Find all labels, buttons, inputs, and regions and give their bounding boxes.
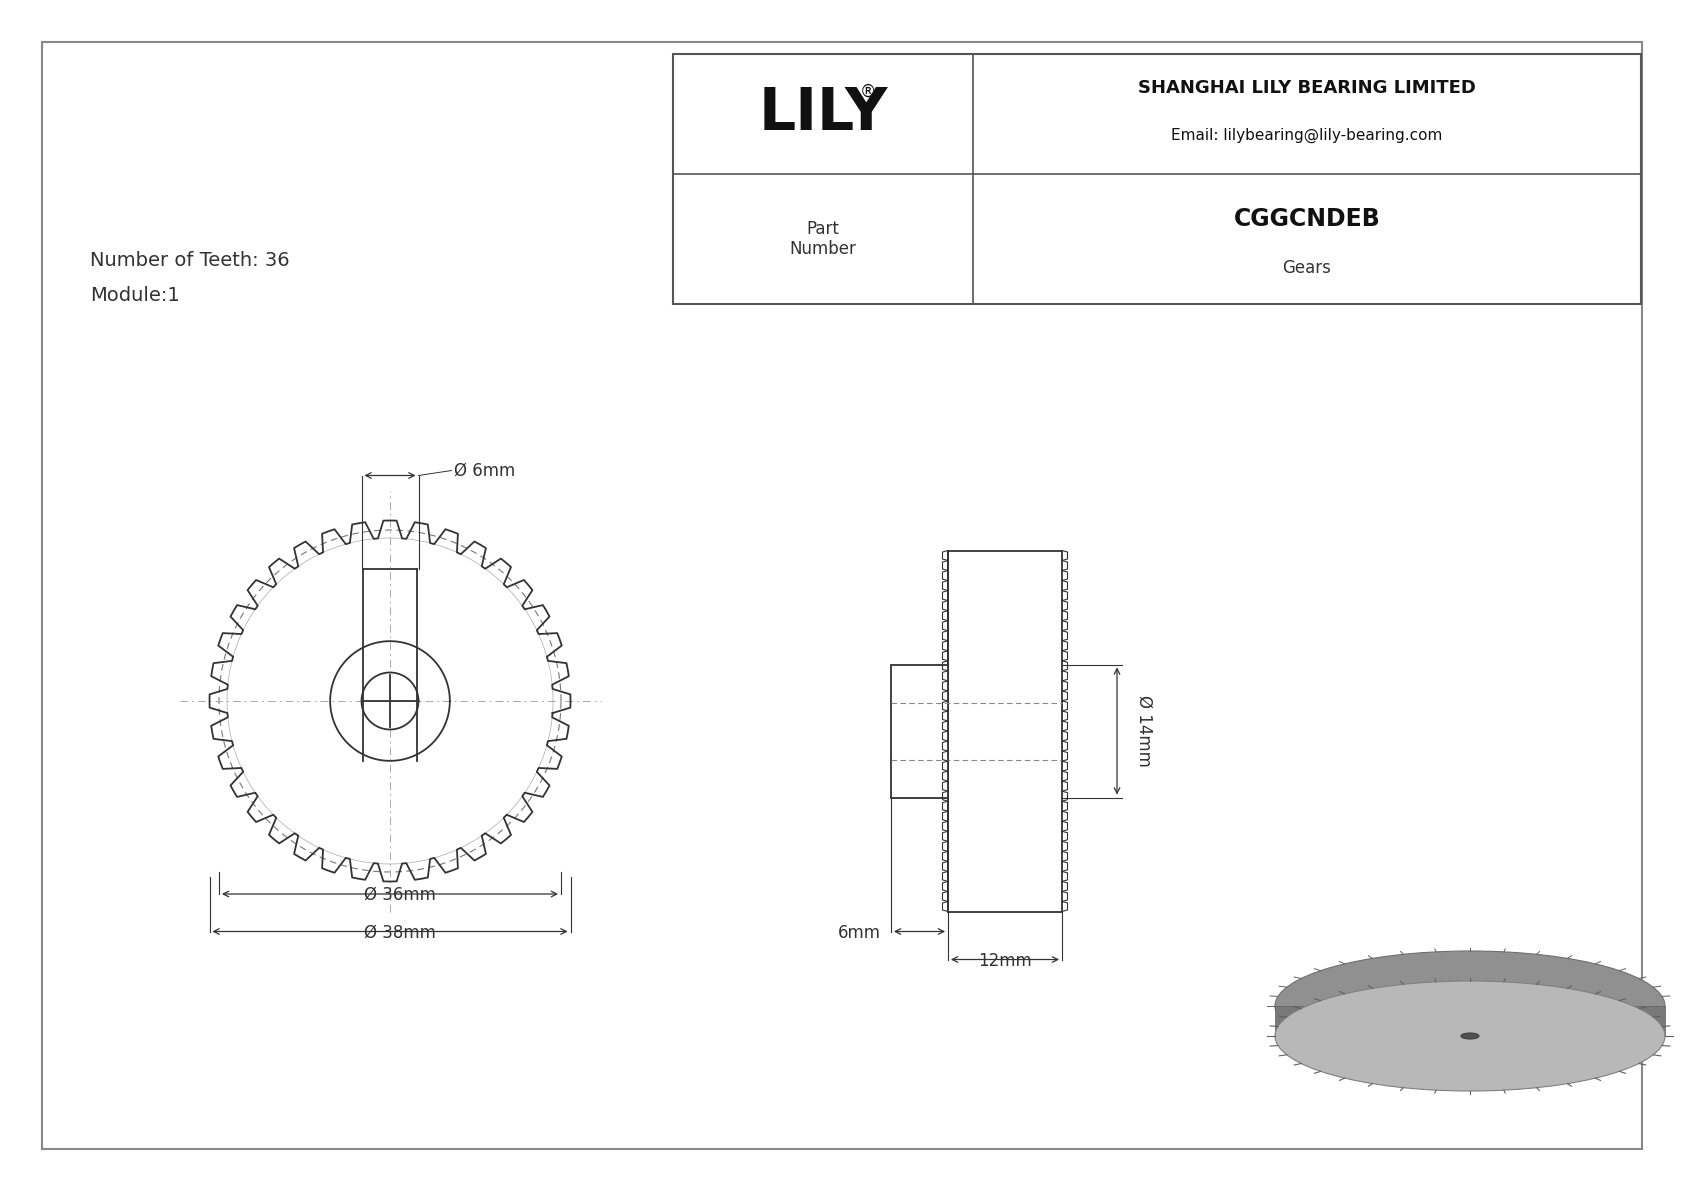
Text: Ø 38mm: Ø 38mm — [364, 923, 436, 942]
Ellipse shape — [1462, 1033, 1479, 1039]
Ellipse shape — [1275, 950, 1665, 1061]
Text: ®: ® — [861, 83, 876, 101]
Text: Module:1: Module:1 — [89, 286, 180, 305]
Ellipse shape — [1275, 981, 1665, 1091]
Text: 12mm: 12mm — [978, 952, 1032, 969]
Text: 6mm: 6mm — [839, 923, 881, 942]
Text: Ø 14mm: Ø 14mm — [1135, 696, 1154, 767]
Text: Ø 36mm: Ø 36mm — [364, 886, 436, 904]
Text: Number of Teeth: 36: Number of Teeth: 36 — [89, 251, 290, 270]
Text: CGGCNDEB: CGGCNDEB — [1234, 207, 1381, 231]
Text: SHANGHAI LILY BEARING LIMITED: SHANGHAI LILY BEARING LIMITED — [1138, 79, 1475, 96]
Bar — [891, 665, 948, 798]
Text: Email: lilybearing@lily-bearing.com: Email: lilybearing@lily-bearing.com — [1172, 127, 1443, 143]
Bar — [948, 550, 1063, 911]
Text: LILY: LILY — [758, 86, 887, 143]
Text: Ø 6mm: Ø 6mm — [453, 461, 515, 480]
Bar — [674, 54, 1640, 304]
Text: Gears: Gears — [1283, 258, 1332, 276]
Text: Part
Number: Part Number — [790, 219, 857, 258]
Polygon shape — [1275, 1006, 1665, 1036]
